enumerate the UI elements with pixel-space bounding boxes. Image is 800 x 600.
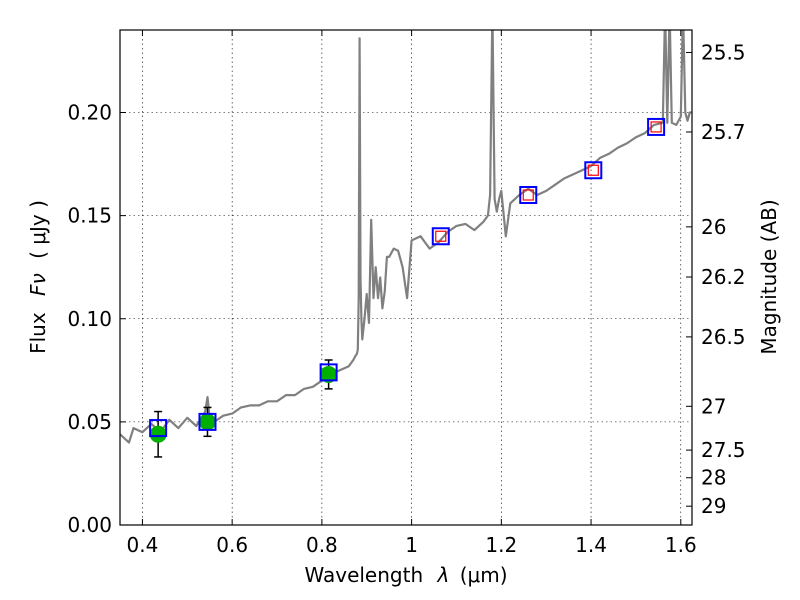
y2-tick-label: 29	[701, 494, 726, 518]
y-tick-label: 0.10	[67, 307, 112, 331]
model-spectrum-line	[120, 30, 692, 444]
observed-flux-point	[149, 425, 167, 443]
y-axis-label: Flux Fν ( μJy )	[26, 200, 50, 354]
y-tick-label: 0.15	[67, 204, 112, 228]
y2-tick-label: 25.5	[701, 40, 746, 64]
predicted-flux-inner-square	[650, 121, 662, 133]
model-flux-square	[519, 186, 538, 204]
axis-ticks: 0.4 0.6 0.8 1 1.2 1.4 1.6 0.00 0.05 0.10 0.15 0.20 2…	[67, 30, 746, 557]
x-tick-label: 0.8	[306, 533, 338, 557]
model-spectrum	[120, 30, 692, 444]
model-flux-square	[149, 419, 168, 438]
x-tick-label: 0.6	[216, 533, 248, 557]
y2-tick-label: 25.7	[701, 120, 746, 144]
x-tick-label: 1.2	[485, 533, 517, 557]
y2-tick-label: 26.5	[701, 325, 746, 349]
y2-tick-label: 26.2	[701, 265, 746, 289]
y2-tick-label: 27	[701, 394, 726, 418]
y2-tick-label: 26	[701, 215, 726, 239]
y-tick-label: 0.20	[67, 101, 112, 125]
photometry-markers	[149, 117, 666, 458]
x-axis-label: Wavelength λ (μm)	[304, 563, 507, 587]
y-tick-label: 0.05	[67, 410, 112, 434]
x-tick-label: 1.6	[665, 533, 697, 557]
grid	[120, 30, 692, 526]
y2-tick-label: 28	[701, 466, 726, 490]
y2-tick-label: 27.5	[701, 438, 746, 462]
observed-flux-point	[198, 413, 216, 431]
model-flux-square	[319, 363, 338, 382]
x-tick-label: 1.4	[575, 533, 607, 557]
model-flux-square	[431, 227, 450, 246]
model-flux-square	[584, 161, 603, 180]
x-tick-label: 0.4	[127, 533, 159, 557]
predicted-flux-inner-square	[587, 164, 599, 176]
x-tick-label: 1	[405, 533, 418, 557]
model-flux-square	[647, 117, 666, 136]
model-flux-square	[198, 412, 217, 431]
plot-frame	[119, 29, 693, 526]
y-tick-label: 0.00	[67, 513, 112, 537]
predicted-flux-inner-square	[522, 189, 534, 201]
secondary-y-axis-label: Magnitude (AB)	[757, 199, 781, 354]
predicted-flux-inner-square	[435, 230, 447, 242]
